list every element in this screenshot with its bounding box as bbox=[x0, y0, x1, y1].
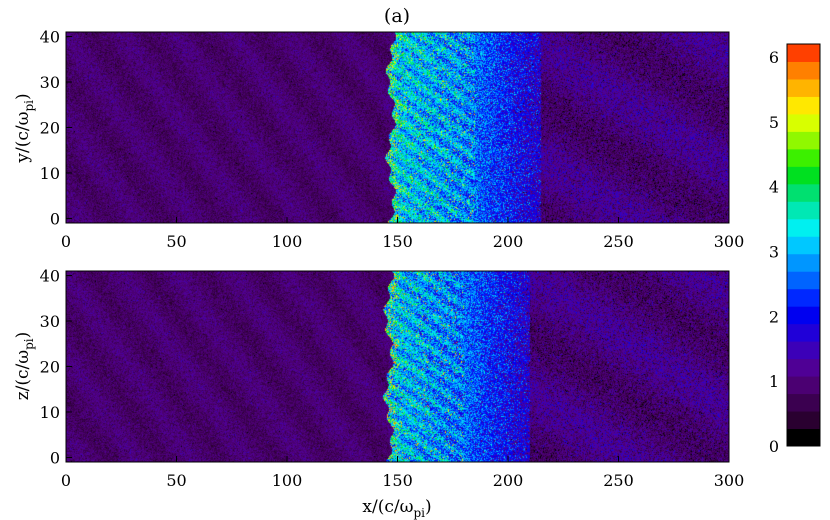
x-tick-labels-xy: 0 50 100 150 200 250 300 bbox=[61, 217, 744, 251]
colorbar-swatch bbox=[787, 218, 820, 237]
colorbar-tick-label: 6 bbox=[769, 48, 779, 67]
colorbar-swatch bbox=[787, 113, 820, 132]
x-tick-label: 0 bbox=[61, 232, 71, 251]
x-tick-label: 0 bbox=[61, 471, 71, 490]
colorbar-swatch bbox=[787, 166, 820, 185]
y-tick-labels-xz: 0 10 20 30 40 bbox=[40, 267, 72, 467]
colorbar-swatch bbox=[787, 323, 820, 342]
colorbar-tick-labels: 0 1 2 3 4 5 6 bbox=[769, 48, 779, 456]
x-tick-label: 200 bbox=[493, 232, 524, 251]
colorbar-swatches bbox=[787, 44, 820, 447]
colorbar-swatch bbox=[787, 376, 820, 395]
colorbar-swatch bbox=[787, 393, 820, 412]
x-tick-label: 250 bbox=[603, 471, 634, 490]
colorbar-swatch bbox=[787, 148, 820, 167]
x-tick-label: 300 bbox=[714, 471, 745, 490]
figure-label: (a) bbox=[384, 5, 410, 27]
heatmap-panel-xz: 0 50 100 150 200 250 300 0 10 20 30 40 z/(c/ωpi) x… bbox=[13, 267, 744, 520]
colorbar-swatch bbox=[787, 61, 820, 80]
x-tick-label: 150 bbox=[382, 471, 413, 490]
colorbar-swatch bbox=[787, 428, 820, 447]
colorbar-swatch bbox=[787, 78, 820, 97]
colorbar-swatch bbox=[787, 236, 820, 255]
colorbar-tick-label: 5 bbox=[769, 113, 779, 132]
y-axis-label-xy: y/(c/ωpi) bbox=[13, 93, 36, 163]
colorbar-swatch bbox=[787, 201, 820, 220]
heatmap-image-xz bbox=[66, 271, 729, 462]
colorbar-swatch bbox=[787, 271, 820, 290]
y-tick-label: 30 bbox=[40, 73, 60, 92]
x-tick-label: 150 bbox=[382, 232, 413, 251]
colorbar-frame bbox=[786, 43, 821, 447]
y-tick-label: 0 bbox=[50, 448, 60, 467]
y-tick-label: 0 bbox=[50, 209, 60, 228]
heatmap-image-xy bbox=[66, 32, 729, 223]
y-tick-label: 40 bbox=[40, 28, 60, 47]
y-tick-labels-xy: 0 10 20 30 40 bbox=[40, 28, 72, 228]
colorbar-tick-label: 0 bbox=[769, 437, 779, 456]
y-axis-label-xz: z/(c/ωpi) bbox=[13, 332, 36, 401]
x-tick-label: 50 bbox=[166, 471, 186, 490]
colorbar-swatch bbox=[787, 44, 820, 62]
colorbar-swatch bbox=[787, 288, 820, 307]
colorbar-swatch bbox=[787, 131, 820, 150]
x-tick-label: 100 bbox=[272, 471, 303, 490]
colorbar-tick-label: 3 bbox=[769, 242, 779, 261]
x-tick-labels-xz: 0 50 100 150 200 250 300 bbox=[61, 456, 744, 490]
x-tick-label: 300 bbox=[714, 232, 745, 251]
y-tick-label: 40 bbox=[40, 267, 60, 286]
y-tick-label: 10 bbox=[40, 164, 60, 183]
x-tick-label: 50 bbox=[166, 232, 186, 251]
colorbar-swatch bbox=[787, 411, 820, 430]
x-axis-label: x/(c/ωpi) bbox=[362, 497, 431, 520]
x-tick-label: 100 bbox=[272, 232, 303, 251]
colorbar: 0 1 2 3 4 5 6 bbox=[769, 43, 821, 456]
colorbar-tick-label: 2 bbox=[769, 307, 779, 326]
y-tick-label: 10 bbox=[40, 403, 60, 422]
y-tick-label: 20 bbox=[40, 119, 60, 138]
colorbar-swatch bbox=[787, 341, 820, 360]
x-tick-label: 250 bbox=[603, 232, 634, 251]
colorbar-swatch bbox=[787, 358, 820, 377]
colorbar-swatch bbox=[787, 96, 820, 115]
heatmap-panel-xy: 0 50 100 150 200 250 300 0 10 20 30 40 y/(c/ωpi) bbox=[13, 28, 744, 251]
colorbar-swatch bbox=[787, 183, 820, 202]
x-tick-label: 200 bbox=[493, 471, 524, 490]
y-tick-label: 20 bbox=[40, 358, 60, 377]
colorbar-tick-label: 1 bbox=[769, 372, 779, 391]
y-tick-label: 30 bbox=[40, 312, 60, 331]
colorbar-swatch bbox=[787, 253, 820, 272]
colorbar-swatch bbox=[787, 306, 820, 325]
colorbar-tick-label: 4 bbox=[769, 178, 779, 197]
